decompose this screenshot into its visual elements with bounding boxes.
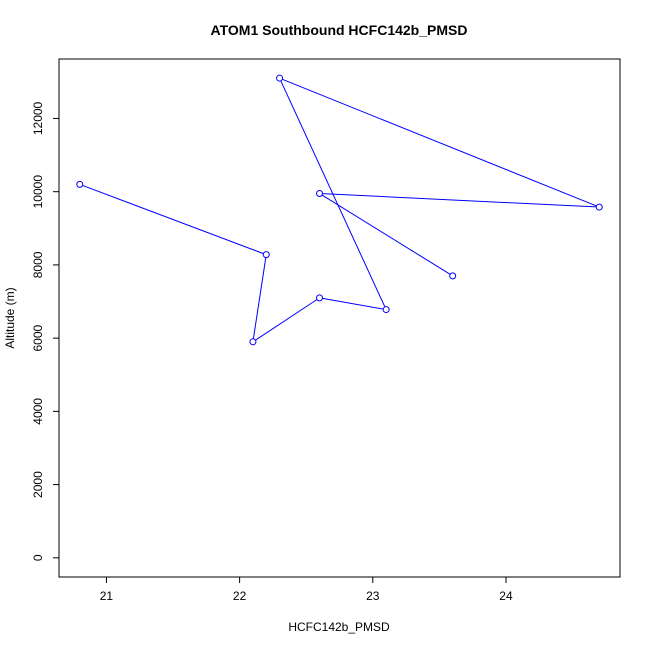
y-tick-label: 6000: [31, 324, 45, 351]
data-point: [276, 74, 284, 82]
x-tick-label: 22: [233, 589, 247, 603]
data-point: [316, 294, 324, 302]
data-point: [262, 251, 270, 259]
series-layer: [76, 74, 603, 346]
series-segment: [322, 193, 597, 208]
x-tick-label: 24: [499, 589, 513, 603]
x-axis-label: HCFC142b_PMSD: [288, 620, 390, 634]
series-segment: [82, 184, 264, 255]
y-tick-label: 2000: [31, 471, 45, 498]
series-segment: [255, 299, 318, 341]
y-tick-label: 0: [31, 554, 45, 561]
data-point: [382, 306, 390, 314]
x-tick-label: 21: [100, 589, 114, 603]
data-point: [76, 180, 84, 188]
data-point: [449, 272, 457, 280]
y-axis-label: Altitude (m): [3, 287, 17, 348]
series-segment: [282, 78, 597, 207]
y-tick-label: 12000: [31, 101, 45, 135]
x-axis: 21 22 23 24: [100, 576, 513, 603]
y-axis: 0 2000 4000 6000 8000 10000 12000: [31, 101, 60, 561]
series-segment: [252, 257, 267, 339]
series-segment: [321, 194, 451, 275]
chart-title: ATOM1 Southbound HCFC142b_PMSD: [211, 22, 468, 38]
data-point: [595, 203, 603, 211]
y-tick-label: 8000: [31, 251, 45, 278]
data-point: [249, 338, 257, 346]
y-tick-label: 4000: [31, 398, 45, 425]
plot-frame: [58, 58, 621, 578]
data-point: [316, 190, 324, 198]
x-tick-label: 23: [366, 589, 380, 603]
y-tick-label: 10000: [31, 175, 45, 209]
series-segment: [322, 297, 384, 310]
